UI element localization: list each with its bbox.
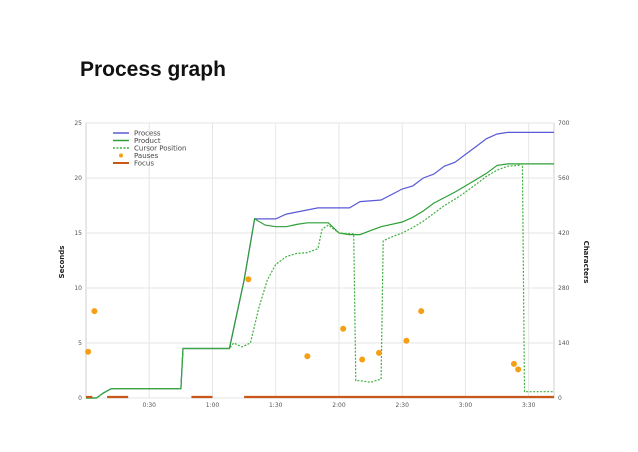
pause-point <box>515 366 522 373</box>
y-axis-right-title: Characters <box>582 241 590 284</box>
pause-point <box>245 276 252 283</box>
pause-point <box>304 353 311 360</box>
pause-point <box>359 356 366 363</box>
tick-labels: 0 0 5 140 10 280 15 420 20 560 25 700 0:30 1:00 1:30 2:… <box>74 120 569 409</box>
legend-swatch-pauses <box>119 153 123 158</box>
y-left-tick-label: 5 <box>78 340 82 347</box>
legend-label-pauses: Pauses <box>134 152 159 160</box>
page-title: Process graph <box>80 58 226 81</box>
pause-point <box>403 337 410 344</box>
y-left-tick-label: 20 <box>74 175 82 182</box>
legend-label-focus: Focus <box>134 159 154 167</box>
x-tick-label: 1:00 <box>206 402 220 409</box>
x-tick-label: 0:30 <box>143 402 157 409</box>
series-line-product <box>86 163 554 399</box>
pause-point <box>376 349 383 356</box>
x-tick-label: 1:30 <box>269 402 283 409</box>
y-right-tick-label: 420 <box>558 230 570 237</box>
legend-label-cursor-position: Cursor Position <box>134 144 187 152</box>
legend-label-process: Process <box>134 129 161 137</box>
x-tick-label: 2:00 <box>332 402 346 409</box>
y-left-tick-label: 10 <box>74 285 82 292</box>
x-tick-label: 3:30 <box>522 402 536 409</box>
pause-point <box>418 308 425 315</box>
y-right-tick-label: 0 <box>558 395 562 402</box>
x-tick-label: 2:30 <box>395 402 409 409</box>
pause-point <box>340 325 347 332</box>
y-right-tick-label: 280 <box>558 285 570 292</box>
x-tick-label: 3:00 <box>459 402 473 409</box>
y-right-tick-label: 560 <box>558 175 570 182</box>
plot-area <box>85 122 555 399</box>
y-axis-left-title: Seconds <box>58 246 66 279</box>
pause-point <box>91 308 98 315</box>
pause-point <box>510 360 517 367</box>
legend-label-product: Product <box>134 137 161 145</box>
series-layer <box>85 131 554 399</box>
y-left-tick-label: 25 <box>74 120 82 127</box>
y-right-tick-label: 700 <box>558 120 570 127</box>
pause-point <box>85 348 92 355</box>
gridlines <box>86 122 554 399</box>
y-left-tick-label: 0 <box>78 395 82 402</box>
y-right-tick-label: 140 <box>558 340 570 347</box>
y-left-tick-label: 15 <box>74 230 82 237</box>
